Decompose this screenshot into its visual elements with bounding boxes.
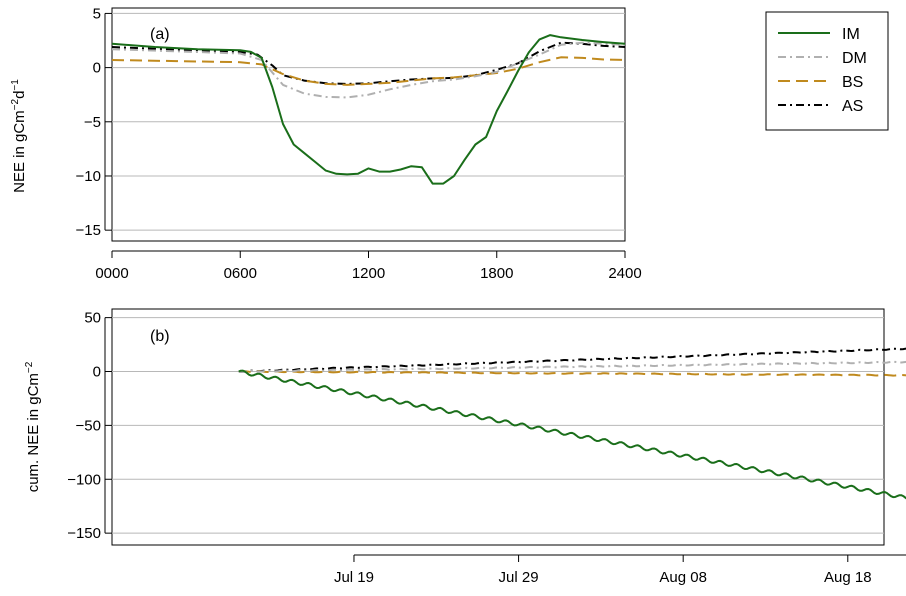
- panel-b-grid: [112, 317, 884, 534]
- y-tick-label: −15: [76, 222, 101, 239]
- panel-b-ylabel-sup1: −2: [24, 361, 35, 373]
- y-tick-label: −5: [84, 114, 101, 131]
- y-tick-label: 5: [93, 5, 101, 22]
- panel-a-ylabel-text: NEE in gCm: [11, 110, 28, 193]
- panel-a-frame: [111, 7, 626, 242]
- y-tick-label: −50: [76, 417, 101, 434]
- y-tick-label: 50: [84, 310, 101, 327]
- panel-b-label: (b): [150, 328, 170, 345]
- legend: IM DM BS AS: [765, 11, 889, 131]
- series-line-im: [111, 34, 626, 185]
- series-line-as: [111, 41, 626, 85]
- panel-a-grid: [112, 12, 625, 231]
- series-line-dm: [238, 360, 906, 373]
- panel-a-ylabel-sup2: −1: [10, 79, 21, 91]
- y-tick-label: −10: [76, 168, 101, 185]
- panel-b-series: [238, 347, 906, 500]
- x-tick-label: 1200: [352, 265, 385, 282]
- legend-box: [765, 11, 889, 131]
- panel-b-y-axis-label: cum. NEE in gCm−2: [24, 361, 42, 492]
- panel-a-y-axis-label: NEE in gCm−2d−1: [10, 79, 28, 193]
- legend-label-bs: BS: [842, 74, 863, 91]
- panel-b-frame: [111, 308, 885, 546]
- x-tick-label: Jul 19: [334, 569, 374, 586]
- legend-label-im: IM: [842, 26, 860, 43]
- panel-a-ylabel-mid: d: [11, 91, 28, 99]
- series-line-bs: [111, 56, 626, 86]
- panel-a-series: [111, 34, 626, 185]
- panel-a-x-axis: 0000 0600 1200 1800 2400: [95, 250, 642, 282]
- series-line-bs: [238, 370, 906, 377]
- x-tick-label: Aug 08: [659, 569, 707, 586]
- panel-a-ylabel-sup1: −2: [10, 98, 21, 110]
- x-tick-label: 0000: [95, 265, 128, 282]
- x-tick-label: 0600: [224, 265, 257, 282]
- panel-b-ylabel-text: cum. NEE in gCm: [25, 373, 42, 492]
- y-tick-label: −100: [67, 471, 101, 488]
- y-tick-label: 0: [93, 60, 101, 77]
- panel-a: 0000 0600 1200 1800 2400 5 0 −5 −10 −15 (a) NEE …: [10, 5, 642, 282]
- x-tick-label: 1800: [480, 265, 513, 282]
- panel-b-y-axis: 50 0 −50 −100 −150: [67, 310, 112, 542]
- x-tick-label: 2400: [608, 265, 641, 282]
- series-line-im: [238, 369, 906, 500]
- panel-a-label: (a): [150, 26, 170, 43]
- x-tick-label: Aug 18: [824, 569, 872, 586]
- y-tick-label: 0: [93, 364, 101, 381]
- x-tick-label: Jul 29: [499, 569, 539, 586]
- legend-label-as: AS: [842, 98, 863, 115]
- series-line-as: [238, 347, 906, 373]
- y-tick-label: −150: [67, 525, 101, 542]
- series-line-dm: [111, 41, 626, 99]
- panel-a-y-axis: 5 0 −5 −10 −15: [76, 5, 112, 239]
- legend-label-dm: DM: [842, 50, 867, 67]
